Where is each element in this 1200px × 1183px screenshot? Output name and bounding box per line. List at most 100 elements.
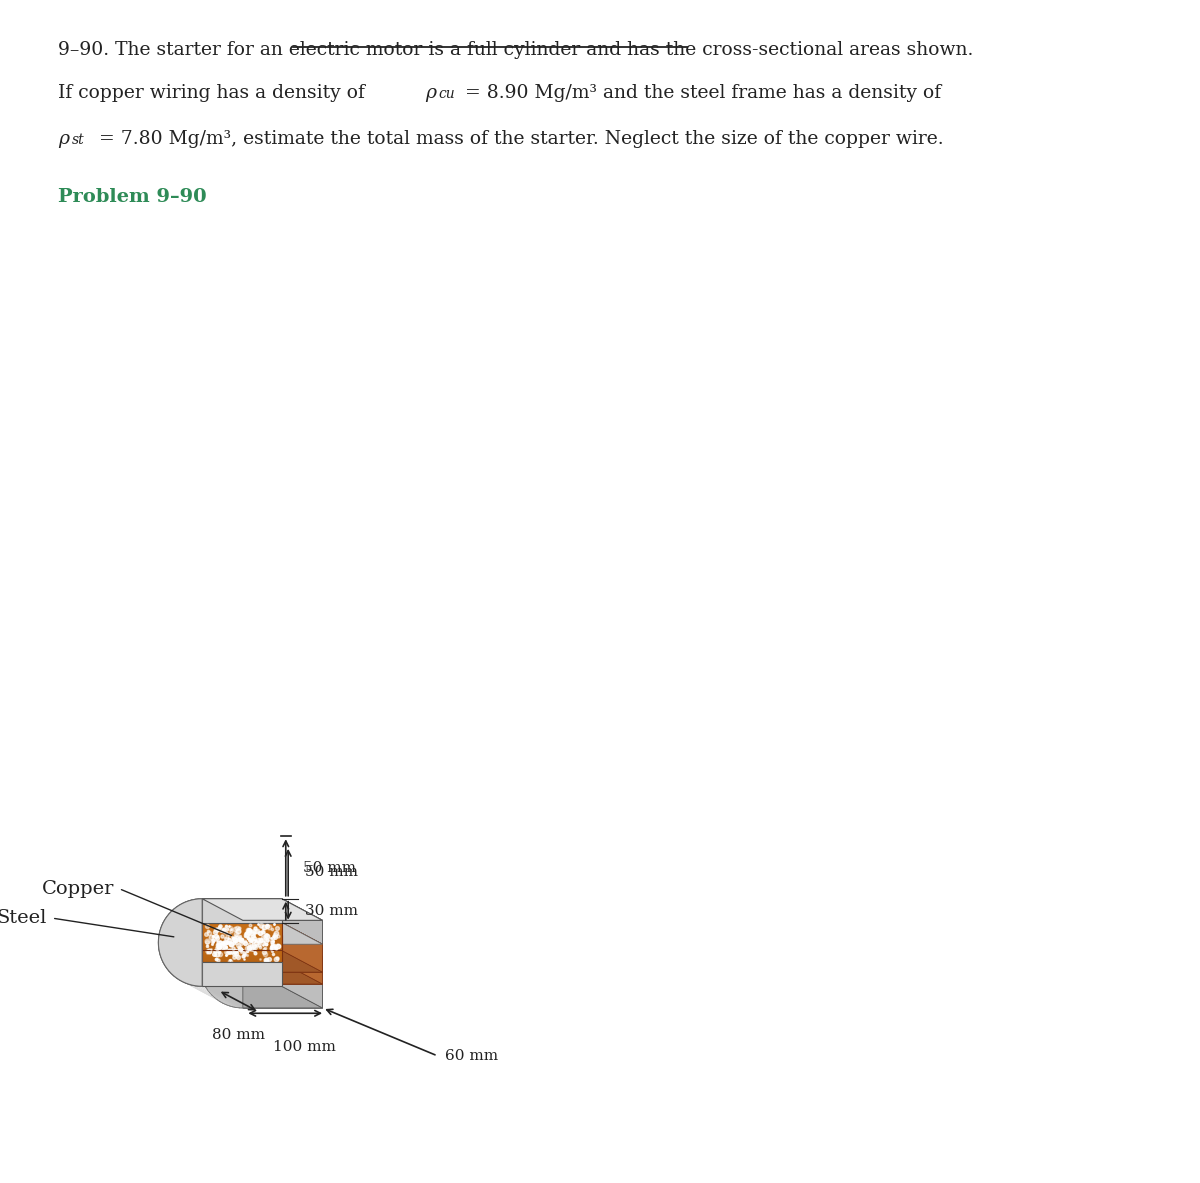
Polygon shape bbox=[202, 936, 282, 937]
Polygon shape bbox=[202, 940, 282, 942]
Text: cu: cu bbox=[438, 86, 455, 101]
Polygon shape bbox=[242, 920, 323, 944]
Polygon shape bbox=[199, 899, 242, 920]
Polygon shape bbox=[192, 899, 236, 922]
Polygon shape bbox=[202, 961, 282, 963]
Polygon shape bbox=[158, 932, 200, 957]
Polygon shape bbox=[167, 914, 210, 938]
Text: ρ: ρ bbox=[59, 130, 70, 149]
Polygon shape bbox=[202, 935, 282, 936]
Text: Steel: Steel bbox=[0, 909, 47, 927]
Polygon shape bbox=[202, 948, 282, 949]
Polygon shape bbox=[202, 942, 282, 944]
Polygon shape bbox=[202, 930, 282, 931]
Polygon shape bbox=[202, 935, 282, 937]
Polygon shape bbox=[202, 899, 323, 920]
Text: ρ: ρ bbox=[425, 84, 436, 103]
Polygon shape bbox=[172, 974, 215, 997]
Polygon shape bbox=[202, 963, 282, 987]
Polygon shape bbox=[182, 903, 226, 925]
Polygon shape bbox=[176, 905, 220, 929]
Polygon shape bbox=[163, 963, 205, 987]
Polygon shape bbox=[202, 899, 282, 923]
Polygon shape bbox=[158, 946, 199, 971]
Polygon shape bbox=[192, 985, 236, 1008]
Polygon shape bbox=[202, 987, 323, 1008]
Polygon shape bbox=[158, 899, 202, 987]
Text: If copper wiring has a density of: If copper wiring has a density of bbox=[59, 84, 371, 103]
Polygon shape bbox=[158, 939, 199, 964]
Polygon shape bbox=[202, 940, 282, 942]
Polygon shape bbox=[202, 944, 282, 945]
Polygon shape bbox=[202, 899, 323, 920]
Polygon shape bbox=[158, 899, 202, 987]
Polygon shape bbox=[202, 939, 282, 940]
Text: 80 mm: 80 mm bbox=[212, 1028, 265, 1042]
Polygon shape bbox=[202, 924, 282, 925]
Text: 9–90. The starter for an electric motor is a full cylinder and has the cross-sec: 9–90. The starter for an electric motor … bbox=[59, 41, 973, 59]
Text: 60 mm: 60 mm bbox=[445, 1049, 498, 1062]
Polygon shape bbox=[202, 956, 282, 957]
Polygon shape bbox=[202, 932, 282, 933]
Text: 50 mm: 50 mm bbox=[304, 861, 356, 875]
Polygon shape bbox=[202, 925, 282, 926]
Polygon shape bbox=[242, 944, 323, 972]
Polygon shape bbox=[202, 939, 282, 940]
Polygon shape bbox=[164, 917, 208, 942]
Polygon shape bbox=[282, 935, 323, 984]
Polygon shape bbox=[188, 900, 233, 923]
Polygon shape bbox=[202, 899, 282, 923]
Polygon shape bbox=[186, 983, 229, 1006]
Polygon shape bbox=[202, 949, 282, 950]
Polygon shape bbox=[199, 987, 242, 1008]
Polygon shape bbox=[160, 929, 202, 953]
Polygon shape bbox=[202, 963, 323, 984]
Polygon shape bbox=[202, 923, 282, 924]
Polygon shape bbox=[202, 963, 323, 984]
Polygon shape bbox=[282, 923, 323, 972]
Polygon shape bbox=[202, 935, 323, 956]
Text: st: st bbox=[72, 132, 84, 147]
Polygon shape bbox=[242, 956, 323, 984]
Polygon shape bbox=[162, 959, 204, 984]
Text: = 8.90 Mg/m³ and the steel frame has a density of: = 8.90 Mg/m³ and the steel frame has a d… bbox=[460, 84, 942, 103]
Polygon shape bbox=[202, 952, 282, 953]
Polygon shape bbox=[174, 907, 217, 931]
Polygon shape bbox=[202, 933, 282, 935]
Text: = 7.80 Mg/m³, estimate the total mass of the starter. Neglect the size of the co: = 7.80 Mg/m³, estimate the total mass of… bbox=[92, 130, 943, 149]
Polygon shape bbox=[164, 965, 208, 990]
Polygon shape bbox=[160, 952, 202, 977]
Polygon shape bbox=[202, 937, 282, 938]
Polygon shape bbox=[202, 923, 242, 984]
Polygon shape bbox=[169, 971, 212, 995]
Polygon shape bbox=[202, 946, 282, 948]
Polygon shape bbox=[242, 984, 323, 1008]
Polygon shape bbox=[161, 956, 203, 981]
Polygon shape bbox=[202, 943, 282, 944]
Text: Problem 9–90: Problem 9–90 bbox=[59, 188, 206, 206]
Polygon shape bbox=[158, 936, 199, 961]
Polygon shape bbox=[202, 951, 282, 952]
Text: 50 mm: 50 mm bbox=[306, 865, 359, 879]
Polygon shape bbox=[202, 923, 323, 944]
Polygon shape bbox=[179, 904, 223, 926]
Polygon shape bbox=[196, 985, 239, 1008]
Polygon shape bbox=[174, 976, 217, 1000]
Polygon shape bbox=[158, 943, 199, 968]
Polygon shape bbox=[196, 899, 239, 920]
Polygon shape bbox=[202, 899, 323, 920]
Text: Copper: Copper bbox=[42, 880, 114, 898]
Polygon shape bbox=[202, 937, 282, 939]
Polygon shape bbox=[182, 982, 226, 1004]
Polygon shape bbox=[202, 926, 282, 929]
Polygon shape bbox=[167, 968, 210, 993]
Polygon shape bbox=[202, 950, 323, 972]
Polygon shape bbox=[202, 953, 282, 956]
Polygon shape bbox=[202, 931, 282, 932]
Polygon shape bbox=[172, 910, 215, 933]
Polygon shape bbox=[202, 945, 282, 948]
Text: 30 mm: 30 mm bbox=[306, 904, 359, 918]
Polygon shape bbox=[186, 901, 229, 924]
Polygon shape bbox=[202, 929, 282, 930]
Polygon shape bbox=[202, 948, 282, 949]
